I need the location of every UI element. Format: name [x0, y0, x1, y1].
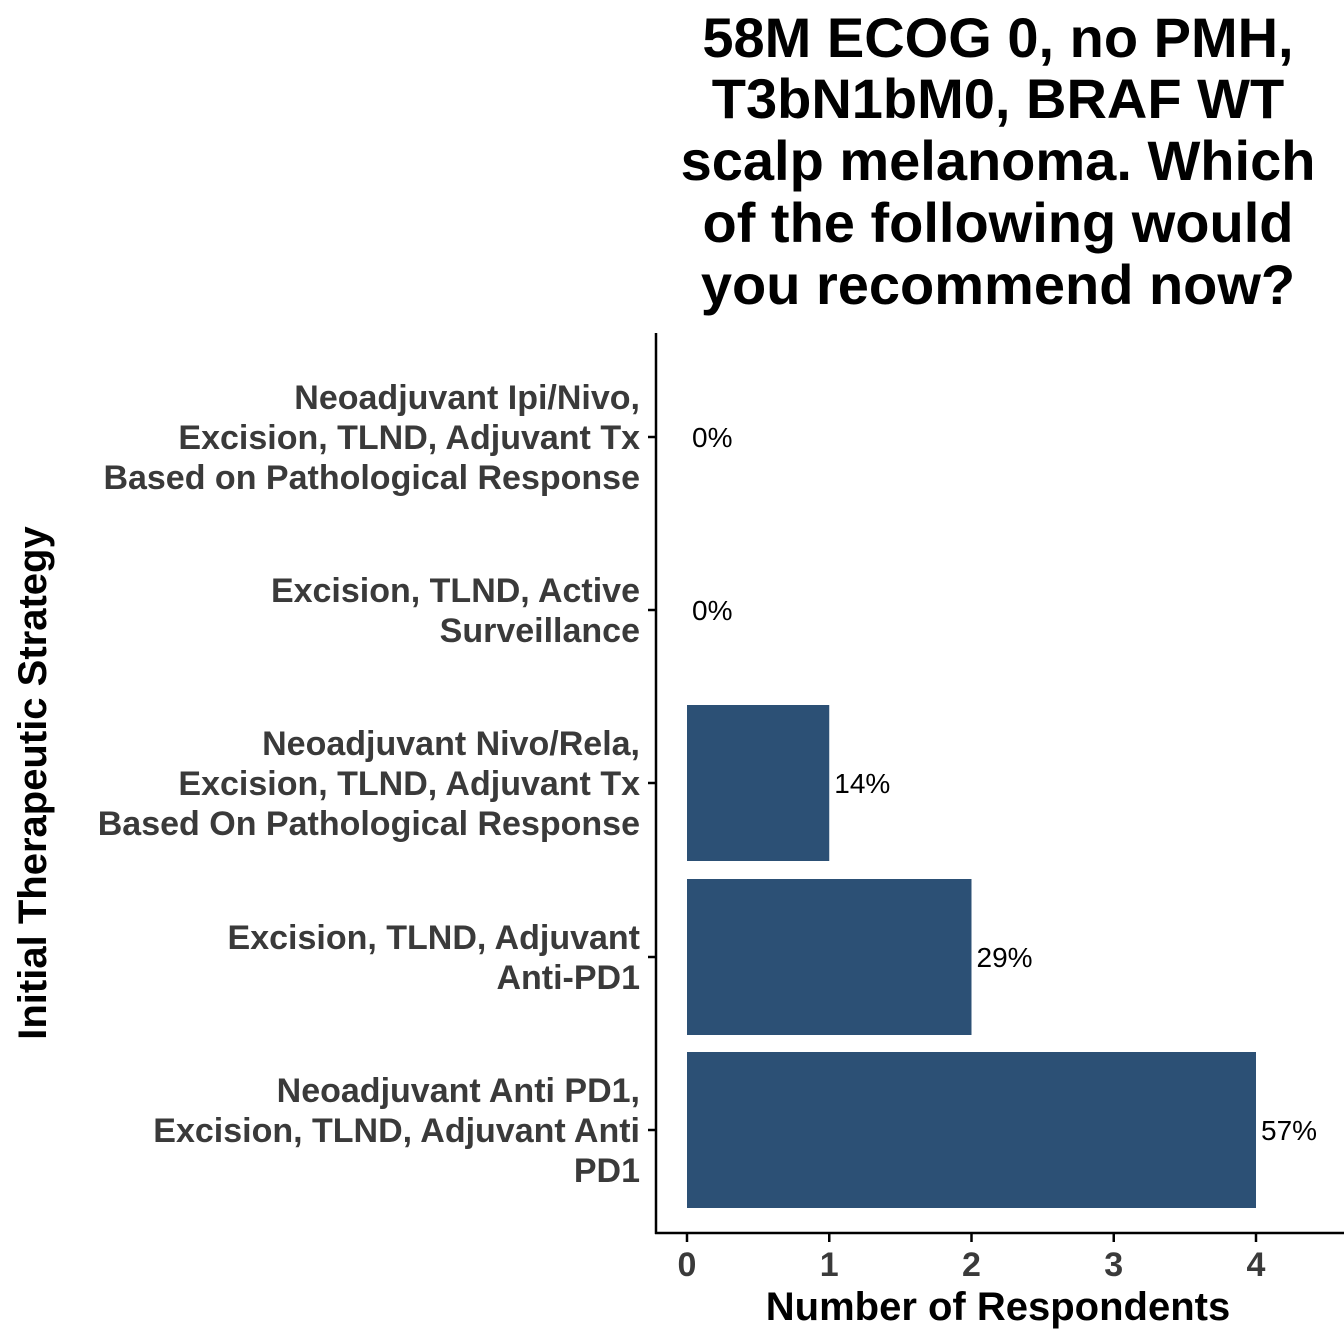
- title-line-2: T3bN1bM0, BRAF WT: [712, 67, 1284, 130]
- category-label: Neoadjuvant Anti PD1,: [277, 1072, 640, 1110]
- category-label: Neoadjuvant Nivo/Rela,: [262, 725, 640, 763]
- y-ticks-group: [648, 435, 656, 1132]
- data-labels-group: 0% 0% 14% 29% 57%: [692, 422, 1317, 1146]
- x-tick-label: 1: [820, 1246, 839, 1284]
- x-tick-label: 4: [1247, 1246, 1266, 1284]
- category-label: Surveillance: [440, 612, 640, 650]
- category-labels-group: Neoadjuvant Ipi/Nivo,Excision, TLND, Adj…: [98, 379, 640, 1190]
- x-tick-labels-group: 0 1 2 3 4: [678, 1246, 1266, 1284]
- title-line-1: 58M ECOG 0, no PMH,: [702, 6, 1293, 69]
- category-label: Excision, TLND, Adjuvant Tx: [178, 765, 640, 803]
- x-tick-label: 2: [962, 1246, 981, 1284]
- chart-title: 58M ECOG 0, no PMH, T3bN1bM0, BRAF WT sc…: [681, 6, 1316, 316]
- category-label: Anti-PD1: [496, 959, 640, 997]
- x-tick-label: 3: [1104, 1246, 1123, 1284]
- category-label: Excision, TLND, Active: [271, 572, 640, 610]
- data-label: 14%: [834, 768, 890, 799]
- category-label: Based on Pathological Response: [103, 459, 640, 497]
- bar: [687, 705, 830, 861]
- title-line-4: of the following would: [703, 191, 1294, 254]
- category-label: Based On Pathological Response: [98, 805, 640, 843]
- x-axis-title: Number of Respondents: [766, 1285, 1230, 1329]
- bar: [687, 879, 972, 1035]
- data-label: 57%: [1261, 1115, 1317, 1146]
- category-label: Excision, TLND, Adjuvant Tx: [178, 419, 640, 457]
- category-label: PD1: [574, 1152, 640, 1190]
- x-tick-label: 0: [678, 1246, 697, 1284]
- data-label: 0%: [692, 422, 732, 453]
- title-line-5: you recommend now?: [701, 253, 1295, 316]
- x-ticks-group: [685, 1234, 1258, 1242]
- y-axis-title: Initial Therapeutic Strategy: [11, 526, 55, 1040]
- title-line-3: scalp melanoma. Which: [681, 129, 1316, 192]
- bars-group: [687, 705, 1256, 1208]
- bar: [687, 1052, 1256, 1208]
- data-label: 0%: [692, 595, 732, 626]
- category-label: Excision, TLND, Adjuvant Anti: [153, 1112, 640, 1150]
- data-label: 29%: [977, 942, 1033, 973]
- category-label: Excision, TLND, Adjuvant: [228, 919, 640, 957]
- category-label: Neoadjuvant Ipi/Nivo,: [294, 379, 640, 417]
